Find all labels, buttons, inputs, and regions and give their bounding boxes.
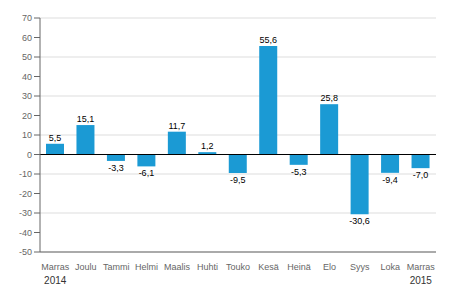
svg-text:Loka: Loka	[381, 262, 401, 272]
svg-text:10: 10	[22, 130, 32, 140]
svg-text:2014: 2014	[44, 275, 67, 286]
svg-text:70: 70	[22, 13, 32, 23]
svg-text:60: 60	[22, 33, 32, 43]
svg-text:5,5: 5,5	[49, 133, 62, 143]
svg-text:Helmi: Helmi	[135, 262, 158, 272]
svg-text:-30: -30	[19, 208, 32, 218]
svg-text:-50: -50	[19, 247, 32, 257]
svg-text:-30,6: -30,6	[349, 216, 370, 226]
svg-text:-9,5: -9,5	[230, 175, 246, 185]
svg-text:Tammi: Tammi	[103, 262, 129, 272]
svg-text:2015: 2015	[410, 275, 433, 286]
svg-text:50: 50	[22, 52, 32, 62]
svg-text:Marras: Marras	[41, 262, 70, 272]
svg-text:20: 20	[22, 111, 32, 121]
svg-text:11,7: 11,7	[168, 121, 185, 131]
svg-text:55,6: 55,6	[259, 35, 277, 45]
svg-text:Marras: Marras	[407, 262, 436, 272]
svg-text:15,1: 15,1	[77, 114, 95, 124]
svg-text:-20: -20	[19, 189, 32, 199]
svg-text:1,2: 1,2	[201, 141, 214, 151]
svg-text:-40: -40	[19, 228, 32, 238]
svg-text:0: 0	[27, 150, 32, 160]
svg-text:-7,0: -7,0	[413, 170, 429, 180]
svg-text:Kesä: Kesä	[258, 262, 279, 272]
svg-text:Heinä: Heinä	[287, 262, 311, 272]
svg-text:40: 40	[22, 72, 32, 82]
svg-text:-10: -10	[19, 169, 32, 179]
svg-text:Elo: Elo	[323, 262, 336, 272]
svg-text:Maalis: Maalis	[164, 262, 191, 272]
svg-text:-9,4: -9,4	[382, 175, 398, 185]
svg-text:Touko: Touko	[226, 262, 250, 272]
svg-text:25,8: 25,8	[320, 93, 338, 103]
svg-text:Joulu: Joulu	[75, 262, 97, 272]
svg-text:-6,1: -6,1	[139, 168, 155, 178]
svg-text:30: 30	[22, 91, 32, 101]
svg-text:Huhti: Huhti	[197, 262, 218, 272]
svg-text:Syys: Syys	[350, 262, 370, 272]
svg-text:-5,3: -5,3	[291, 167, 307, 177]
svg-text:-3,3: -3,3	[108, 163, 124, 173]
